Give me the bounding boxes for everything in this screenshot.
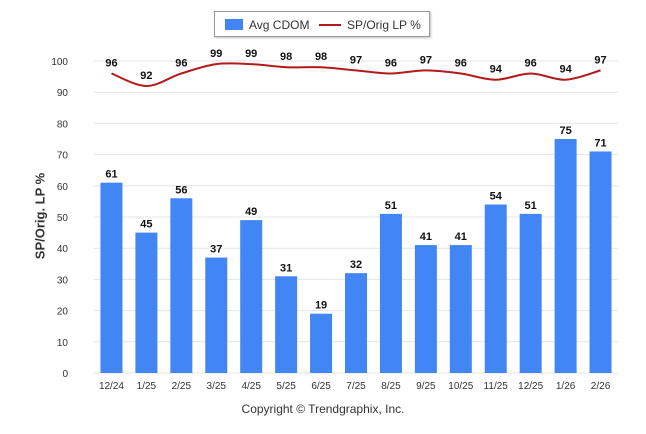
y-tick-label: 10 xyxy=(57,338,69,349)
y-tick-label: 100 xyxy=(51,57,68,68)
bar[interactable] xyxy=(554,139,577,373)
bar[interactable] xyxy=(484,204,507,373)
bar[interactable] xyxy=(519,213,542,373)
x-tick-label: 7/25 xyxy=(346,381,366,392)
line-value-label: 99 xyxy=(245,48,257,60)
line-value-label: 98 xyxy=(280,51,292,63)
y-tick-label: 40 xyxy=(57,244,69,255)
line-series xyxy=(111,62,601,87)
bar[interactable] xyxy=(449,245,472,373)
y-axis-ticks: 0 10 20 30 40 50 60 70 80 90 100 xyxy=(51,57,68,380)
x-tick-label: 1/26 xyxy=(556,381,576,392)
legend-bar-label: Avg CDOM xyxy=(249,18,310,32)
bar[interactable] xyxy=(345,273,367,373)
x-tick-label: 12/24 xyxy=(99,381,124,392)
line-value-label: 97 xyxy=(594,54,606,66)
bar-value-label: 31 xyxy=(280,262,292,274)
bar-value-label: 37 xyxy=(210,244,222,256)
line-value-label: 96 xyxy=(385,57,397,69)
bar[interactable] xyxy=(205,257,228,373)
y-tick-label: 20 xyxy=(57,307,69,318)
y-tick-label: 70 xyxy=(57,151,69,162)
line-value-label: 96 xyxy=(105,57,117,69)
line-value-label: 94 xyxy=(559,64,572,76)
y-tick-label: 60 xyxy=(57,182,69,193)
line-value-label: 96 xyxy=(455,57,467,69)
line-value-label: 99 xyxy=(210,48,222,60)
bar-value-label: 49 xyxy=(245,206,257,218)
line-value-label: 96 xyxy=(175,57,187,69)
bar[interactable] xyxy=(275,276,298,373)
legend: Avg CDOM SP/Orig LP % xyxy=(214,11,430,37)
copyright-text: Copyright © Trendgraphix, Inc. xyxy=(241,402,405,416)
bar-value-label: 51 xyxy=(385,200,397,212)
line-value-label: 92 xyxy=(140,70,152,82)
x-tick-label: 10/25 xyxy=(448,381,473,392)
bar[interactable] xyxy=(240,220,263,373)
bar[interactable] xyxy=(170,198,193,373)
x-axis-ticks: 12/24 1/25 2/25 3/25 4/25 5/25 6/25 7/25 8/25 9/2… xyxy=(99,381,611,392)
bar[interactable] xyxy=(589,151,612,373)
bar-value-label: 54 xyxy=(490,191,503,203)
line-value-label: 98 xyxy=(315,51,327,63)
x-tick-label: 8/25 xyxy=(381,381,401,392)
x-tick-label: 4/25 xyxy=(241,381,261,392)
y-axis-label: SP/Orig. LP % xyxy=(32,172,48,260)
y-tick-label: 90 xyxy=(57,88,69,99)
bar-value-label: 61 xyxy=(105,169,117,181)
bar[interactable] xyxy=(414,245,437,373)
y-tick-label: 50 xyxy=(57,213,69,224)
x-tick-label: 9/25 xyxy=(416,381,436,392)
bar-value-label: 51 xyxy=(525,200,537,212)
x-tick-label: 2/26 xyxy=(591,381,611,392)
line-value-label: 96 xyxy=(525,57,537,69)
y-tick-label: 80 xyxy=(57,119,69,130)
bar[interactable] xyxy=(310,313,333,373)
bar-value-label: 19 xyxy=(315,300,327,312)
legend-bar-swatch xyxy=(225,19,243,30)
bar[interactable] xyxy=(100,182,123,373)
x-tick-label: 2/25 xyxy=(172,381,192,392)
line-value-label: 97 xyxy=(420,54,432,66)
legend-line-swatch xyxy=(319,24,341,26)
line-value-label: 97 xyxy=(350,54,362,66)
line-value-label: 94 xyxy=(490,64,503,76)
bar-value-label: 32 xyxy=(350,259,362,271)
line-path[interactable] xyxy=(111,62,601,87)
bar[interactable] xyxy=(135,232,158,373)
bar-value-label: 56 xyxy=(175,184,187,196)
x-tick-label: 6/25 xyxy=(311,381,331,392)
data-labels: 61 45 56 37 49 31 19 32 51 41 41 54 51 75 71 96 92 96 99 99… xyxy=(105,48,606,312)
bar-value-label: 41 xyxy=(455,231,467,243)
y-tick-label: 0 xyxy=(62,369,68,380)
legend-line-label: SP/Orig LP % xyxy=(347,18,421,32)
bar[interactable] xyxy=(379,213,402,373)
x-tick-label: 12/25 xyxy=(518,381,543,392)
bar-value-label: 71 xyxy=(594,137,606,149)
bar-value-label: 45 xyxy=(140,219,152,231)
x-tick-label: 5/25 xyxy=(276,381,296,392)
x-tick-label: 1/25 xyxy=(137,381,157,392)
x-tick-label: 3/25 xyxy=(207,381,227,392)
bar-value-label: 41 xyxy=(420,231,432,243)
y-tick-label: 30 xyxy=(57,275,69,286)
x-tick-label: 11/25 xyxy=(484,381,509,392)
bar-series xyxy=(100,139,612,373)
bar-value-label: 75 xyxy=(559,125,571,137)
